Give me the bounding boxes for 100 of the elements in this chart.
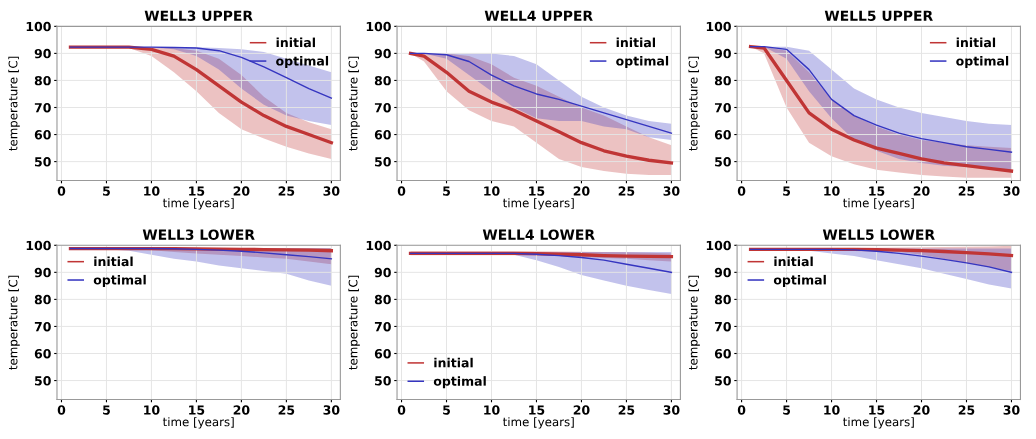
- y-tick-label: 100: [26, 21, 51, 32]
- x-tick-label: 15: [529, 186, 545, 196]
- y-tick-label: 60: [714, 130, 731, 140]
- x-tick-label: 10: [824, 405, 840, 415]
- x-tick-label: 15: [529, 405, 545, 415]
- x-tick-label: 30: [323, 405, 340, 415]
- y-tick-label: 90: [374, 48, 391, 59]
- y-tick-label: 80: [374, 294, 391, 305]
- x-tick-label: 20: [573, 186, 590, 196]
- legend-label: optimal: [616, 55, 669, 69]
- y-tick-label: 100: [26, 240, 51, 251]
- y-axis-title: temperature [C]: [348, 275, 360, 370]
- x-tick-label: 0: [737, 405, 746, 415]
- x-tick-label: 25: [618, 186, 635, 196]
- x-tick-label: 30: [1003, 186, 1020, 196]
- y-axis-title: temperature [C]: [688, 275, 700, 370]
- x-tick-label: 5: [783, 405, 791, 415]
- y-tick-label: 80: [34, 75, 51, 86]
- legend-label: initial: [774, 256, 813, 267]
- x-tick-label: 10: [144, 405, 160, 415]
- y-tick-label: 70: [34, 102, 51, 113]
- y-tick-label: 100: [366, 21, 391, 32]
- legend-label: initial: [956, 37, 996, 48]
- y-tick-label: 60: [34, 130, 51, 140]
- legend-label: optimal: [276, 55, 329, 69]
- legend-label: initial: [434, 357, 473, 368]
- x-tick-label: 25: [618, 405, 635, 415]
- legend-label: optimal: [773, 274, 826, 287]
- legend-label: initial: [616, 37, 656, 48]
- y-tick-label: 80: [34, 294, 51, 305]
- x-tick-label: 10: [484, 186, 500, 196]
- y-tick-label: 100: [366, 240, 391, 251]
- y-tick-label: 90: [714, 48, 731, 59]
- x-axis-title: time [years]: [502, 198, 574, 210]
- legend-label: optimal: [433, 376, 486, 389]
- x-tick-label: 15: [869, 405, 885, 415]
- y-tick-label: 90: [34, 48, 51, 59]
- y-tick-label: 90: [34, 267, 51, 278]
- y-axis-title: temperature [C]: [688, 56, 700, 151]
- chart-title: WELL3 LOWER: [142, 229, 255, 240]
- x-tick-label: 15: [869, 186, 885, 196]
- x-tick-label: 5: [443, 405, 450, 415]
- y-tick-label: 50: [715, 376, 731, 386]
- x-tick-label: 5: [103, 186, 110, 196]
- y-tick-label: 50: [715, 157, 731, 167]
- line-series: [69, 46, 333, 99]
- x-tick-label: 0: [397, 405, 406, 415]
- x-axis-title: time [years]: [843, 417, 914, 429]
- y-tick-label: 50: [34, 157, 51, 167]
- x-tick-label: 5: [783, 186, 791, 196]
- y-axis-title: temperature [C]: [348, 56, 360, 151]
- x-tick-label: 15: [189, 186, 205, 196]
- y-tick-label: 80: [374, 75, 391, 86]
- x-tick-label: 25: [958, 186, 975, 196]
- y-tick-label: 100: [706, 240, 731, 251]
- x-tick-label: 25: [278, 186, 295, 196]
- y-tick-label: 90: [374, 267, 391, 278]
- x-tick-label: 30: [663, 186, 680, 196]
- x-tick-label: 0: [397, 186, 406, 196]
- y-tick-label: 70: [714, 321, 731, 332]
- line-series: [409, 252, 673, 274]
- y-tick-label: 80: [714, 75, 731, 86]
- y-tick-label: 60: [34, 348, 51, 359]
- y-tick-label: 70: [374, 321, 391, 332]
- legend-label: optimal: [93, 274, 146, 287]
- x-tick-label: 10: [824, 186, 840, 196]
- x-tick-label: 20: [573, 405, 590, 415]
- x-tick-label: 25: [278, 405, 295, 415]
- x-tick-label: 15: [189, 405, 205, 415]
- x-axis-title: time [years]: [843, 198, 914, 210]
- y-axis-title: temperature [C]: [8, 56, 20, 151]
- chart-title: WELL5 UPPER: [824, 10, 933, 21]
- y-axis-title: temperature [C]: [8, 275, 20, 370]
- x-tick-label: 10: [484, 405, 500, 415]
- y-tick-label: 60: [714, 348, 731, 359]
- x-axis-title: time [years]: [502, 417, 574, 429]
- x-axis-title: time [years]: [162, 198, 234, 210]
- y-tick-label: 50: [375, 157, 391, 167]
- chart-title: WELL4 UPPER: [484, 10, 593, 21]
- y-tick-label: 50: [375, 376, 391, 386]
- y-tick-label: 60: [374, 130, 391, 140]
- legend-label: initial: [94, 256, 133, 267]
- x-tick-label: 0: [737, 186, 746, 196]
- x-tick-label: 20: [913, 186, 930, 196]
- x-tick-label: 10: [144, 186, 160, 196]
- x-axis-title: time [years]: [162, 417, 234, 429]
- x-tick-label: 0: [57, 186, 66, 196]
- chart-title: WELL3 UPPER: [144, 10, 253, 21]
- x-tick-label: 25: [958, 405, 975, 415]
- x-tick-label: 20: [913, 405, 930, 415]
- y-tick-label: 70: [34, 321, 51, 332]
- legend-label: optimal: [956, 55, 1009, 69]
- y-tick-label: 80: [714, 294, 731, 305]
- y-tick-label: 100: [706, 21, 731, 32]
- chart-title: WELL5 LOWER: [822, 229, 935, 240]
- x-tick-label: 30: [1003, 405, 1020, 415]
- y-tick-label: 90: [714, 267, 731, 278]
- x-tick-label: 20: [233, 405, 250, 415]
- x-tick-label: 5: [443, 186, 450, 196]
- chart-title: WELL4 LOWER: [482, 229, 595, 240]
